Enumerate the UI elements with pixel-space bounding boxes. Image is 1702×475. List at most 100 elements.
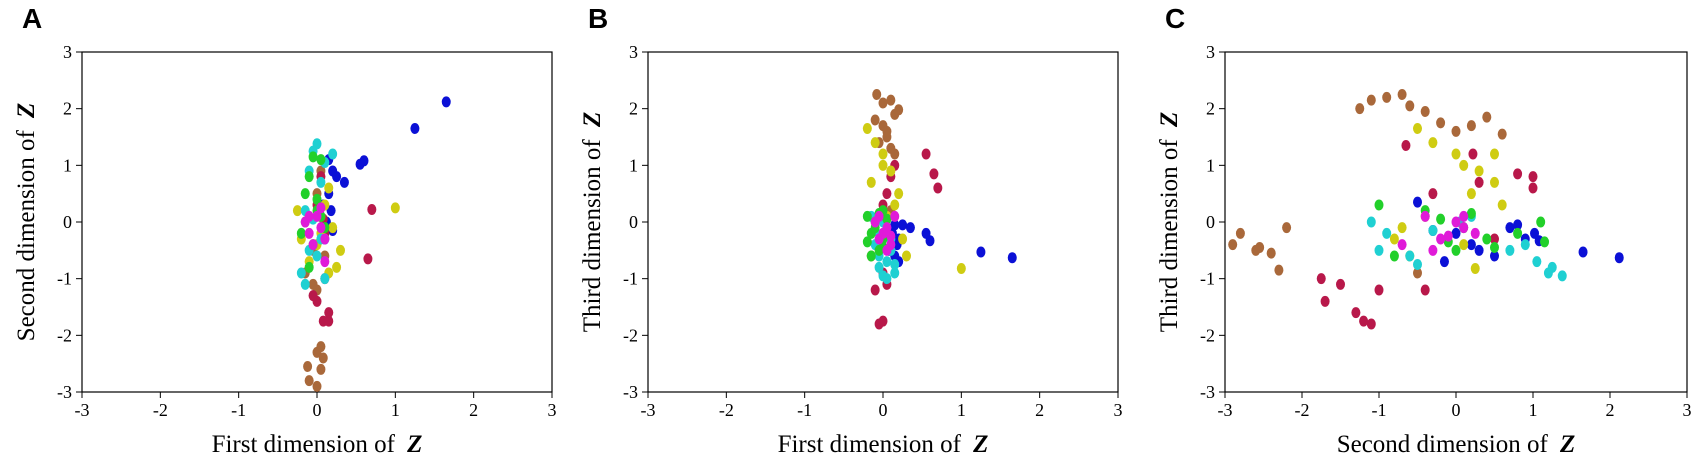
panel-c-point-green — [1436, 213, 1446, 225]
panel-c-y-tick-label: 3 — [1206, 42, 1215, 62]
panel-a-point-yellow — [390, 202, 400, 214]
panel-b-point-magenta — [882, 244, 892, 256]
panel-a-point-green — [316, 154, 326, 166]
panel-b-point-brown — [886, 94, 896, 106]
panel-c-y-tick-label: -2 — [1200, 325, 1215, 345]
panel-a-point-yellow — [328, 222, 338, 234]
panel-b-point-brown — [870, 114, 880, 126]
panel-a-x-axis-label: First dimension of Z — [212, 431, 423, 458]
panel-a-x-tick-label: 2 — [469, 400, 478, 420]
panel-c-point-green — [1374, 199, 1384, 211]
panel-c-point-brown — [1235, 227, 1245, 239]
panel-a-point-cyan — [296, 267, 306, 279]
panel-c-point-magenta — [1459, 210, 1469, 222]
panel-a-point-brown — [303, 361, 313, 372]
panel-b-x-tick-label: -1 — [797, 400, 812, 420]
panel-c-point-crimson — [1468, 148, 1478, 160]
panel-a-points — [292, 96, 451, 392]
panel-a-point-green — [296, 227, 306, 239]
panel-a-point-brown — [316, 363, 326, 375]
panel-c-x-tick-label: -1 — [1372, 400, 1387, 420]
panel-b-point-crimson — [933, 182, 943, 194]
panel-b-y-tick-label: -1 — [623, 269, 638, 289]
panel-c-point-cyan — [1532, 256, 1542, 268]
panel-a-point-brown — [316, 341, 326, 353]
panel-b-x-tick-label: 3 — [1114, 400, 1123, 420]
panel-b-point-cyan — [890, 259, 900, 270]
panel-b-point-crimson — [874, 318, 884, 330]
panel-c-x-tick-label: 2 — [1606, 400, 1615, 420]
panel-c-point-crimson — [1359, 315, 1369, 327]
panel-c-point-brown — [1255, 242, 1265, 253]
panel-c-point-yellow — [1389, 233, 1399, 245]
panel-b-y-axis-label: Third dimension of Z — [579, 112, 606, 333]
panel-c-point-crimson — [1420, 284, 1430, 296]
panel-c-point-cyan — [1428, 225, 1438, 236]
panel-b-x-tick-label: 0 — [879, 400, 888, 420]
panel-b-point-crimson — [882, 188, 892, 200]
panel-c-x-tick-label: 3 — [1683, 400, 1692, 420]
panel-c-x-ticks: -3 -2 -1 0 1 2 3 — [1218, 392, 1692, 420]
panel-c-y-tick-label: 2 — [1206, 99, 1215, 119]
panel-c-point-crimson — [1513, 168, 1523, 180]
panel-a-point-magenta — [304, 227, 314, 239]
panel-c-point-cyan — [1543, 267, 1553, 279]
panel-a-plot-frame — [81, 51, 553, 393]
panel-c-point-brown — [1497, 128, 1507, 140]
panel-b-point-magenta — [874, 210, 884, 222]
panel-a-point-green — [312, 193, 322, 205]
panel-a-x-tick-label: -3 — [75, 400, 90, 420]
panel-c-point-magenta — [1459, 222, 1469, 234]
panel-b-points — [862, 89, 1017, 330]
panel-c-point-brown — [1266, 247, 1276, 259]
panel-c-point-yellow — [1466, 188, 1476, 200]
panel-b-x-ticks: -3 -2 -1 0 1 2 3 — [641, 392, 1123, 420]
panel-b-point-green — [862, 236, 872, 248]
panel-b-point-blue — [1007, 252, 1017, 264]
panel-a-point-cyan — [300, 278, 310, 290]
panel-a-x-tick-label: -1 — [231, 400, 246, 420]
panel-c-point-blue — [1578, 246, 1588, 258]
panel-b-y-tick-label: 0 — [629, 212, 638, 232]
panel-a-point-magenta — [304, 210, 314, 222]
panel-c-point-cyan — [1520, 239, 1530, 251]
panel-c-point-cyan — [1405, 250, 1415, 262]
panel-c-point-crimson — [1474, 176, 1484, 188]
panel-a-y-tick-label: 3 — [63, 42, 72, 62]
panel-c-point-brown — [1355, 103, 1365, 115]
panel-a-point-green — [308, 151, 318, 163]
panel-c-point-magenta — [1397, 239, 1407, 251]
panel-a-x-tick-label: 3 — [548, 400, 557, 420]
panel-c-y-axis-variable: Z — [1156, 112, 1183, 128]
panel-b-point-crimson — [870, 284, 880, 296]
panel-a-point-magenta — [316, 222, 326, 234]
panel-b-point-brown — [878, 97, 888, 109]
panel-b-x-tick-label: 1 — [957, 400, 966, 420]
panel-a-point-blue — [326, 205, 336, 217]
panel-c-point-yellow — [1470, 262, 1480, 274]
panel-c-point-blue — [1513, 219, 1523, 231]
panel-c-point-yellow — [1459, 239, 1469, 251]
panel-b-point-yellow — [878, 159, 888, 171]
panel-a-point-crimson — [324, 315, 334, 327]
panel-c-x-tick-label: 0 — [1452, 400, 1461, 420]
panel-b-point-magenta — [878, 227, 888, 239]
panel-b-letter: B — [588, 3, 608, 34]
panel-a-point-blue — [410, 123, 420, 134]
panel-b-point-yellow — [894, 188, 904, 200]
panel-a-point-yellow — [292, 205, 302, 217]
panel-c-y-tick-label: 1 — [1206, 155, 1215, 175]
panel-c-point-blue — [1530, 227, 1540, 239]
panel-a-y-ticks: -3 -2 -1 0 1 2 3 — [57, 42, 82, 402]
panel-a-y-tick-label: 0 — [63, 212, 72, 232]
panel-c-point-brown — [1451, 125, 1461, 137]
panel-c-point-cyan — [1382, 227, 1392, 239]
panel-c-x-axis-label-text: Second dimension of — [1337, 431, 1549, 458]
panel-b-x-axis-label-text: First dimension of — [778, 431, 962, 458]
panel-a-point-cyan — [320, 273, 330, 285]
panel-c-point-brown — [1436, 117, 1446, 129]
panel-c-x-tick-label: -2 — [1295, 400, 1310, 420]
panel-b-x-tick-label: -2 — [719, 400, 734, 420]
panel-c-point-magenta — [1420, 210, 1430, 222]
panel-c-point-green — [1490, 242, 1499, 253]
